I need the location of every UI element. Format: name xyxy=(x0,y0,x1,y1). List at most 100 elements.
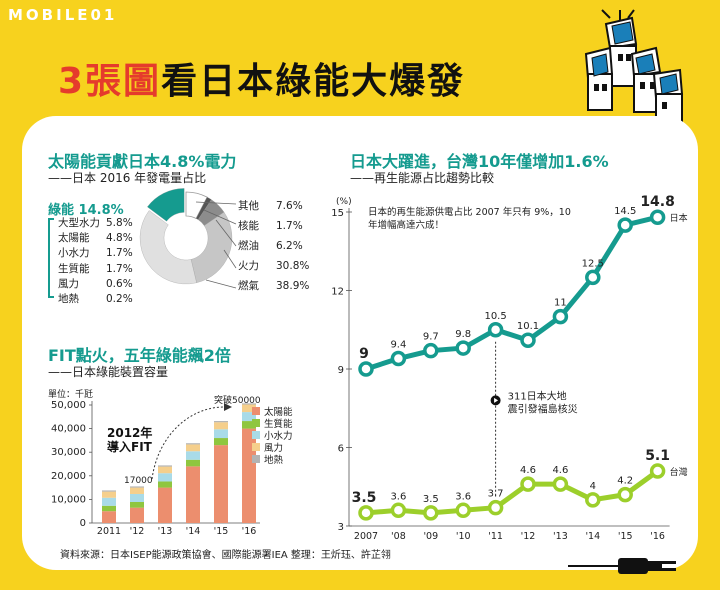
x-tick-label: '13 xyxy=(553,531,568,542)
pie-title: 太陽能貢獻日本4.8%電力 xyxy=(48,152,237,171)
legend-swatch xyxy=(252,431,260,439)
bar-subtitle-text: 日本綠能裝置容量 xyxy=(72,365,169,379)
x-tick-label: '14 xyxy=(186,526,201,537)
data-label: 3.6 xyxy=(390,491,406,502)
line-chart: (%) 3 6 9 12 15 2007 '08 '09 '10 '11 '12 '13 '14 '15 '1… xyxy=(331,194,688,542)
bar-segment xyxy=(186,444,200,452)
growth-arrowhead xyxy=(224,403,232,411)
bar-segment xyxy=(214,422,228,430)
bar-segment xyxy=(102,497,116,506)
data-label: 3.5 xyxy=(352,490,377,506)
fit-annotation-line2: 導入FIT xyxy=(107,439,153,454)
left-item: 生質能 1.7% xyxy=(58,262,133,277)
right-item-label: 核能 xyxy=(238,220,259,232)
x-tick-label: '15 xyxy=(214,526,229,537)
left-item: 地熱 0.2% xyxy=(58,292,133,307)
data-label: 4 xyxy=(590,481,596,492)
green-label: 綠能 xyxy=(48,203,75,218)
leader-line xyxy=(223,249,237,269)
y-tick-label: 15 xyxy=(331,208,344,219)
right-item-value: 38.9% xyxy=(276,280,310,292)
event-marker-arrow xyxy=(494,397,499,403)
title-part2: 看日本綠能大爆發 xyxy=(161,61,466,102)
data-point xyxy=(487,499,504,516)
bar-segment xyxy=(242,428,256,523)
other-breakdown-list: 其他 7.6% 核能 1.7% 燃油 6.2% 火力 30.8% 燃氣 38.9% xyxy=(238,196,309,296)
x-tick-label: '13 xyxy=(158,526,173,537)
x-tick-label: '08 xyxy=(391,531,406,542)
y-tick-label: 10,000 xyxy=(51,494,86,505)
x-tick-label: '09 xyxy=(423,531,438,542)
legend-label: 小水力 xyxy=(264,430,293,442)
bar-segment xyxy=(130,486,144,488)
x-tick-label: '10 xyxy=(456,531,471,542)
y-tick-label: 3 xyxy=(338,522,344,533)
left-item-label: 生質能 xyxy=(58,262,90,275)
pie-subtitle: ——日本 2016 年發電量占比 xyxy=(48,171,207,185)
bar-segment xyxy=(214,429,228,439)
data-point xyxy=(552,308,569,325)
green-breakdown-list: 大型水力 5.8% 太陽能 4.8% 小水力 1.7% 生質能 1.7% 風力 0.6% 地熱 0.2… xyxy=(58,216,133,307)
left-item-value: 4.8% xyxy=(106,232,133,245)
bar-segment xyxy=(214,421,228,423)
x-tick-label: 2007 xyxy=(354,531,378,542)
left-item: 小水力 1.7% xyxy=(58,246,133,261)
right-item-value: 30.8% xyxy=(276,260,310,272)
series-line xyxy=(365,469,660,516)
left-item-label: 大型水力 xyxy=(58,217,100,229)
left-item-label: 小水力 xyxy=(58,247,90,260)
y-tick-label: 50,000 xyxy=(51,400,86,411)
data-label: 10.5 xyxy=(484,311,506,322)
bar-segment xyxy=(214,445,228,523)
page-title: 3張圖看日本綠能大爆發 xyxy=(58,52,465,104)
data-point xyxy=(520,332,536,348)
legend-swatch xyxy=(252,407,260,415)
x-tick-label: '16 xyxy=(242,526,257,537)
green-value: 14.8% xyxy=(78,203,124,218)
bar-title: FIT點火，五年綠能飆2倍 xyxy=(48,346,231,365)
pie-leader-lines xyxy=(195,201,237,289)
pie-chart xyxy=(139,188,233,285)
data-label: 9.8 xyxy=(455,329,471,340)
event-label-line2: 震引發福島核災 xyxy=(508,402,578,415)
data-point xyxy=(552,476,569,492)
data-point xyxy=(358,505,374,521)
fit-annotation-line1: 2012年 xyxy=(107,425,152,440)
title-part1: 3張圖 xyxy=(58,61,162,102)
bar-segment xyxy=(158,473,172,482)
data-point xyxy=(585,492,601,508)
leader-line xyxy=(195,201,237,205)
left-item-value: 0.6% xyxy=(106,277,133,290)
legend-swatch xyxy=(252,455,260,463)
bar-segment xyxy=(158,465,172,467)
bar-segment xyxy=(242,404,256,413)
data-label: 10.1 xyxy=(517,321,539,332)
bar-segment xyxy=(158,481,172,488)
houses-illustration xyxy=(584,16,684,123)
bar-segment xyxy=(158,487,172,523)
x-tick-label: '15 xyxy=(618,531,633,542)
data-label: 12.5 xyxy=(582,258,604,269)
bar-segment xyxy=(186,466,200,523)
bar-segment xyxy=(130,487,144,494)
x-tick-label: '12 xyxy=(521,531,536,542)
line-subtitle-text: 再生能源占比趨勢比較 xyxy=(374,171,495,185)
left-item-label: 地熱 xyxy=(58,293,79,306)
right-item-label: 火力 xyxy=(238,260,259,272)
bar-segment xyxy=(242,412,256,422)
pie-subtitle-text: 日本 2016 年發電量占比 xyxy=(72,171,207,185)
annotation-end: 突破50000 xyxy=(214,395,261,406)
line-subtitle: ——再生能源占比趨勢比較 xyxy=(350,171,495,185)
y-tick-label: 40,000 xyxy=(51,424,86,435)
data-point xyxy=(520,476,536,492)
data-label: 3.6 xyxy=(455,491,471,502)
x-tick-label: '11 xyxy=(488,531,503,542)
data-label: 9 xyxy=(359,346,369,362)
y-tick-label: 20,000 xyxy=(51,471,86,482)
series-name-label: 台灣 xyxy=(670,466,688,478)
event-label-line1: 311日本大地 xyxy=(508,389,567,402)
series-line xyxy=(365,214,659,372)
left-item: 風力 0.6% xyxy=(58,277,133,292)
data-point xyxy=(358,361,374,377)
bar-segment xyxy=(102,505,116,512)
